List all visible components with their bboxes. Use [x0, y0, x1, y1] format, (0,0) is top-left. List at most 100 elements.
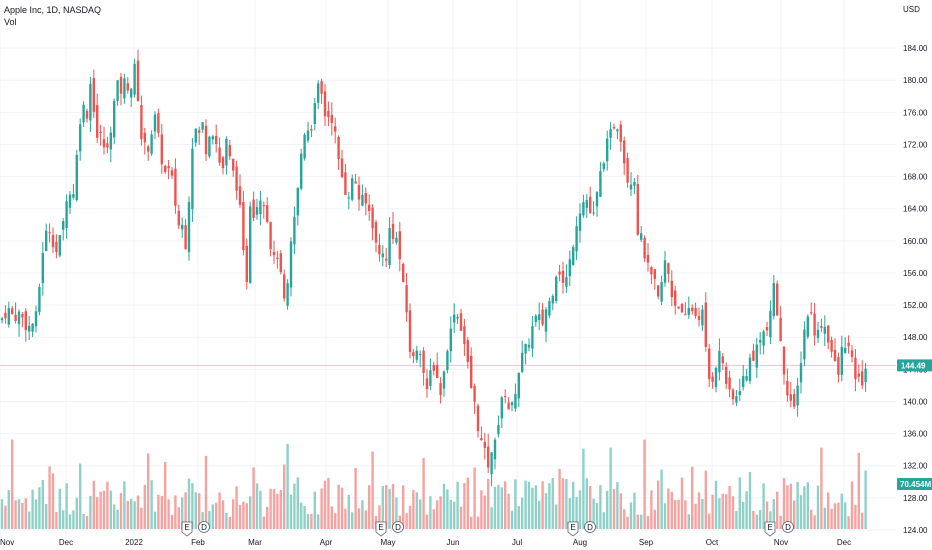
candle-body — [595, 192, 599, 207]
candle-body — [391, 223, 395, 239]
y-tick-label: 124.00 — [903, 526, 928, 535]
volume-bar — [551, 478, 554, 529]
candle-body — [204, 125, 208, 155]
candle-body — [143, 132, 146, 143]
volume-bar — [354, 467, 357, 529]
volume-legend[interactable]: Vol — [4, 17, 17, 27]
candle-body — [150, 134, 153, 154]
y-tick-label: 132.00 — [903, 462, 928, 471]
candle-body — [65, 201, 68, 229]
volume-bar — [609, 447, 612, 529]
candle-body — [463, 326, 466, 344]
volume-bar — [565, 479, 568, 529]
dividend-marker[interactable]: D — [198, 521, 210, 533]
volume-bar — [330, 506, 333, 529]
candle-body — [228, 145, 231, 157]
volume-bar — [782, 478, 786, 529]
candle-body — [619, 124, 622, 142]
candle-body — [225, 138, 228, 166]
volume-bar — [51, 473, 55, 529]
candle-body — [793, 393, 796, 407]
earnings-marker[interactable]: E — [375, 521, 387, 537]
symbol-title[interactable]: Apple Inc, 1D, NASDAQ — [4, 5, 102, 15]
candle-body — [378, 244, 381, 255]
candle-body — [269, 221, 272, 250]
candle-body — [711, 376, 714, 383]
time-axis[interactable]: Nov Dec 2022 Feb Mar Apr May Jun Jul Aug Sep Oct Nov… — [0, 538, 851, 547]
volume-bar — [96, 497, 99, 529]
volume-bar — [796, 482, 799, 529]
volume-bar — [779, 515, 782, 529]
volume-bar — [718, 498, 721, 529]
x-tick-label: Oct — [706, 538, 719, 547]
volume-bar — [82, 513, 85, 529]
volume-bar — [0, 499, 4, 529]
candle-body — [487, 446, 490, 468]
volume-bar — [140, 507, 143, 529]
volume-bar — [531, 487, 534, 529]
candle-body — [62, 221, 65, 230]
candle-body — [187, 201, 191, 253]
volume-bar — [646, 515, 650, 529]
volume-bar — [41, 479, 44, 529]
volume-bar — [731, 496, 735, 529]
candle-body — [334, 126, 337, 132]
candle-body — [854, 357, 857, 380]
candle-body — [191, 148, 194, 210]
volume-bar — [429, 496, 432, 529]
volume-bar — [303, 505, 306, 529]
volume-bar — [357, 508, 361, 529]
candle-body — [524, 343, 527, 354]
candle-body — [708, 348, 711, 380]
candle-body — [650, 267, 653, 275]
candle-body — [374, 222, 378, 243]
volume-bar — [806, 482, 809, 529]
candle-body — [126, 83, 129, 91]
volume-bar — [38, 487, 41, 529]
candle-body — [432, 364, 435, 371]
candle-body — [0, 318, 4, 321]
price-axis[interactable]: 124.00128.00132.00136.00140.00144.00148.… — [903, 44, 928, 535]
volume-bar — [449, 499, 452, 529]
candle-body — [238, 186, 242, 205]
candle-body — [344, 172, 347, 195]
candle-body — [626, 158, 629, 183]
volume-bar — [259, 490, 262, 529]
dividend-marker[interactable]: D — [782, 521, 794, 533]
earnings-marker[interactable]: E — [764, 521, 776, 537]
dividend-marker[interactable]: D — [584, 521, 596, 533]
volume-bar — [847, 516, 850, 529]
volume-bar — [840, 493, 843, 529]
x-tick-label: Aug — [573, 538, 587, 547]
candle-body — [21, 314, 24, 318]
earnings-marker[interactable]: E — [567, 521, 579, 537]
candle-body — [731, 389, 735, 400]
volume-bar — [623, 509, 626, 529]
last-price-tag: 144.49 — [897, 359, 932, 372]
candle-body — [147, 146, 150, 152]
y-tick-label: 140.00 — [903, 397, 928, 406]
volume-bar — [803, 486, 806, 529]
candle-body — [755, 344, 758, 368]
volume-bar — [684, 500, 687, 529]
volume-bar — [728, 486, 731, 529]
volume-bar — [201, 512, 204, 529]
volume-bar — [663, 503, 667, 529]
volume-bar — [266, 506, 269, 529]
candle-body — [861, 371, 864, 386]
candle-body — [429, 370, 432, 386]
volume-bar — [191, 483, 194, 529]
candle-body — [232, 158, 235, 171]
last-price-text: 144.49 — [901, 361, 926, 370]
volume-bar — [442, 483, 446, 529]
candle-body — [51, 235, 55, 248]
candle-body — [810, 312, 813, 314]
volume-bar — [119, 493, 123, 529]
dividend-marker[interactable]: D — [392, 521, 404, 533]
volume-bar — [793, 500, 796, 529]
volume-bar — [830, 508, 833, 529]
volume-bar — [184, 492, 187, 529]
earnings-marker[interactable]: E — [181, 521, 193, 537]
